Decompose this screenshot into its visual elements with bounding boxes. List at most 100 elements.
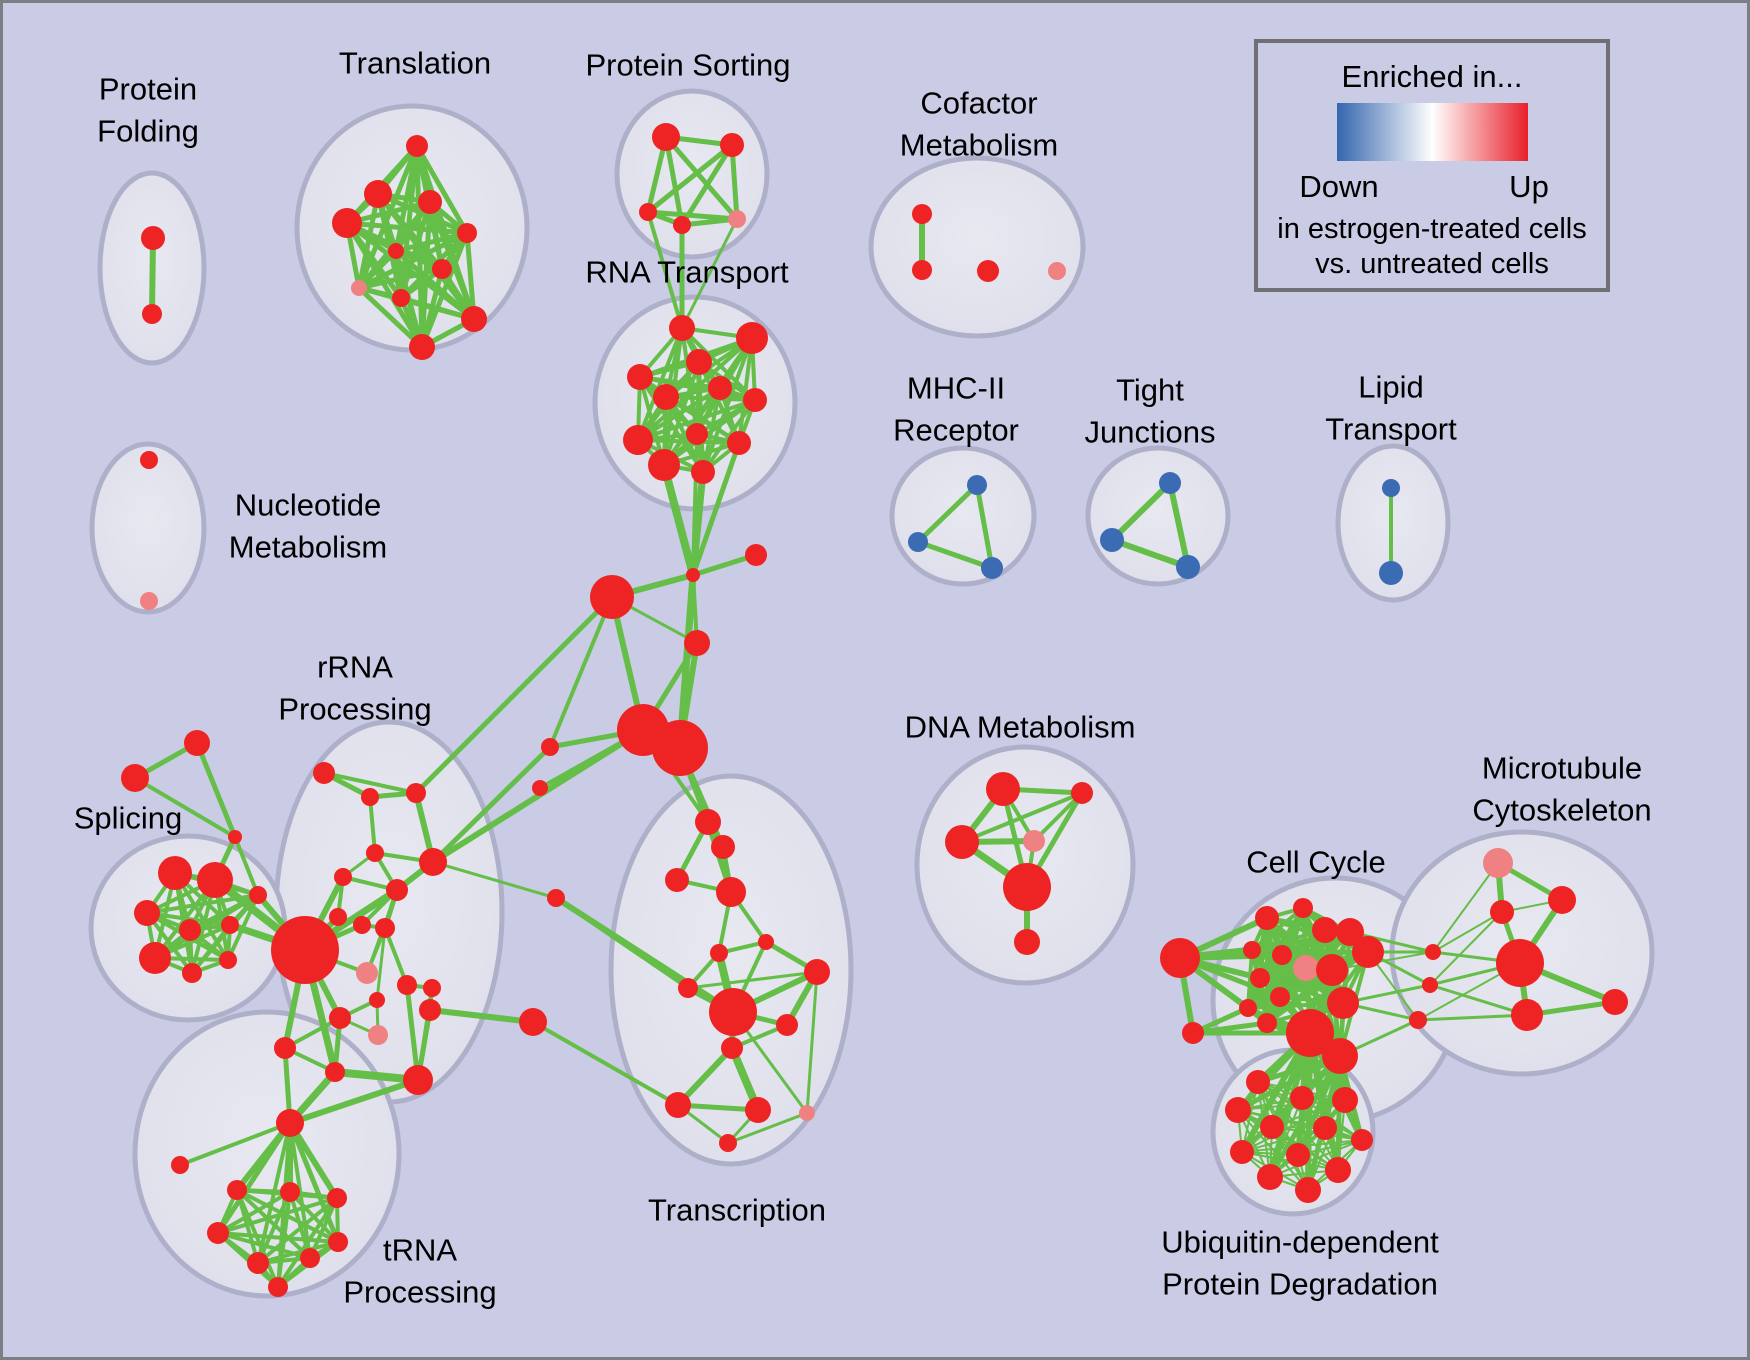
network-node-lt1[interactable]	[1382, 479, 1400, 497]
network-node-u3[interactable]	[1332, 1087, 1358, 1113]
network-node-sp9[interactable]	[219, 951, 237, 969]
network-node-cc11[interactable]	[1239, 999, 1257, 1017]
network-node-h2[interactable]	[652, 720, 708, 776]
network-node-ccp[interactable]	[1293, 955, 1319, 981]
network-node-cc6[interactable]	[1272, 945, 1292, 965]
network-node-tj2[interactable]	[1100, 528, 1124, 552]
network-node-sp1[interactable]	[158, 856, 192, 890]
network-node-cc5[interactable]	[1243, 941, 1261, 959]
network-node-rr16[interactable]	[325, 1062, 345, 1082]
network-node-tf[interactable]	[247, 1252, 269, 1274]
network-node-sp4[interactable]	[179, 919, 201, 941]
network-node-x14[interactable]	[799, 1105, 815, 1121]
network-node-cf4[interactable]	[1048, 262, 1066, 280]
network-node-d2[interactable]	[1071, 782, 1093, 804]
network-node-cc1[interactable]	[1255, 906, 1279, 930]
network-node-r7[interactable]	[743, 388, 767, 412]
network-node-k1[interactable]	[1425, 944, 1441, 960]
network-node-rr19[interactable]	[519, 1008, 547, 1036]
network-node-cc4[interactable]	[1336, 918, 1364, 946]
network-node-cc14[interactable]	[1286, 1009, 1334, 1057]
network-node-ta[interactable]	[227, 1180, 247, 1200]
network-node-r2[interactable]	[736, 322, 768, 354]
network-node-x13[interactable]	[745, 1097, 771, 1123]
network-node-cc7[interactable]	[1250, 968, 1270, 988]
network-node-d3[interactable]	[945, 825, 979, 859]
network-node-rr2[interactable]	[361, 788, 379, 806]
network-node-t1[interactable]	[406, 135, 428, 157]
network-node-rrp2[interactable]	[368, 1025, 388, 1045]
network-node-sat1[interactable]	[1160, 938, 1200, 978]
network-node-u8[interactable]	[1230, 1140, 1254, 1164]
network-node-c2[interactable]	[745, 544, 767, 566]
network-node-cc13[interactable]	[1327, 987, 1359, 1019]
network-node-u5[interactable]	[1260, 1115, 1284, 1139]
network-node-pf2[interactable]	[142, 304, 162, 324]
network-node-sp7[interactable]	[139, 942, 171, 974]
network-node-rr3[interactable]	[406, 783, 426, 803]
network-node-t8[interactable]	[351, 280, 367, 296]
network-node-rr18[interactable]	[419, 999, 441, 1021]
network-node-rr8[interactable]	[329, 908, 347, 926]
network-node-c4[interactable]	[684, 630, 710, 656]
network-node-c6[interactable]	[532, 780, 548, 796]
network-node-u7[interactable]	[1351, 1129, 1373, 1151]
network-node-rr14[interactable]	[329, 1007, 351, 1029]
network-node-tg[interactable]	[300, 1248, 320, 1268]
network-node-ps3[interactable]	[639, 203, 657, 221]
network-node-ps1[interactable]	[652, 123, 680, 151]
network-node-thb[interactable]	[268, 1277, 288, 1297]
network-node-rr7[interactable]	[386, 879, 408, 901]
network-node-x8[interactable]	[678, 978, 698, 998]
network-node-x12[interactable]	[665, 1092, 691, 1118]
network-node-t3[interactable]	[418, 190, 442, 214]
network-node-th[interactable]	[276, 1109, 304, 1137]
network-node-m2[interactable]	[1490, 900, 1514, 924]
network-node-tb[interactable]	[280, 1182, 300, 1202]
network-node-t6[interactable]	[388, 243, 404, 259]
network-node-sp3[interactable]	[134, 900, 160, 926]
network-node-x15[interactable]	[719, 1134, 737, 1152]
network-node-mh2[interactable]	[908, 532, 928, 552]
network-node-cf3[interactable]	[977, 260, 999, 282]
network-node-u6[interactable]	[1313, 1116, 1337, 1140]
network-node-d5[interactable]	[1003, 863, 1051, 911]
network-node-sp5[interactable]	[221, 916, 239, 934]
network-node-m4[interactable]	[1496, 939, 1544, 987]
network-node-x5[interactable]	[758, 934, 774, 950]
network-node-t4[interactable]	[332, 208, 362, 238]
network-node-hub[interactable]	[271, 916, 339, 984]
network-node-u4[interactable]	[1225, 1097, 1251, 1123]
network-node-ps5[interactable]	[728, 210, 746, 228]
network-node-u11[interactable]	[1325, 1157, 1351, 1183]
network-node-r3[interactable]	[627, 364, 653, 390]
network-node-r8[interactable]	[623, 425, 653, 455]
network-node-u10[interactable]	[1257, 1164, 1283, 1190]
network-node-rr13[interactable]	[369, 992, 385, 1008]
network-node-td[interactable]	[207, 1222, 229, 1244]
network-node-d6[interactable]	[1014, 929, 1040, 955]
network-node-tr1[interactable]	[184, 730, 210, 756]
network-node-mh1[interactable]	[967, 475, 987, 495]
network-node-cc12[interactable]	[1257, 1013, 1277, 1033]
network-node-mh3[interactable]	[981, 557, 1003, 579]
network-node-tr2[interactable]	[121, 764, 149, 792]
network-node-t5[interactable]	[457, 223, 477, 243]
network-node-nm2[interactable]	[140, 592, 158, 610]
network-node-rr17[interactable]	[403, 1065, 433, 1095]
network-node-r6[interactable]	[653, 384, 679, 410]
network-node-rrp[interactable]	[356, 962, 378, 984]
network-node-mp[interactable]	[1483, 848, 1513, 878]
network-node-sp8[interactable]	[182, 963, 202, 983]
network-node-rr15[interactable]	[274, 1037, 296, 1059]
network-node-k3[interactable]	[1409, 1011, 1427, 1029]
network-node-rr5[interactable]	[419, 848, 447, 876]
network-node-x7[interactable]	[804, 959, 830, 985]
network-node-cf2[interactable]	[912, 260, 932, 280]
network-node-x11[interactable]	[721, 1037, 743, 1059]
network-node-ps2[interactable]	[720, 133, 744, 157]
network-node-cc15[interactable]	[1322, 1038, 1358, 1074]
network-node-u1[interactable]	[1246, 1070, 1270, 1094]
network-node-k2[interactable]	[1422, 977, 1438, 993]
network-node-r9[interactable]	[686, 423, 708, 445]
